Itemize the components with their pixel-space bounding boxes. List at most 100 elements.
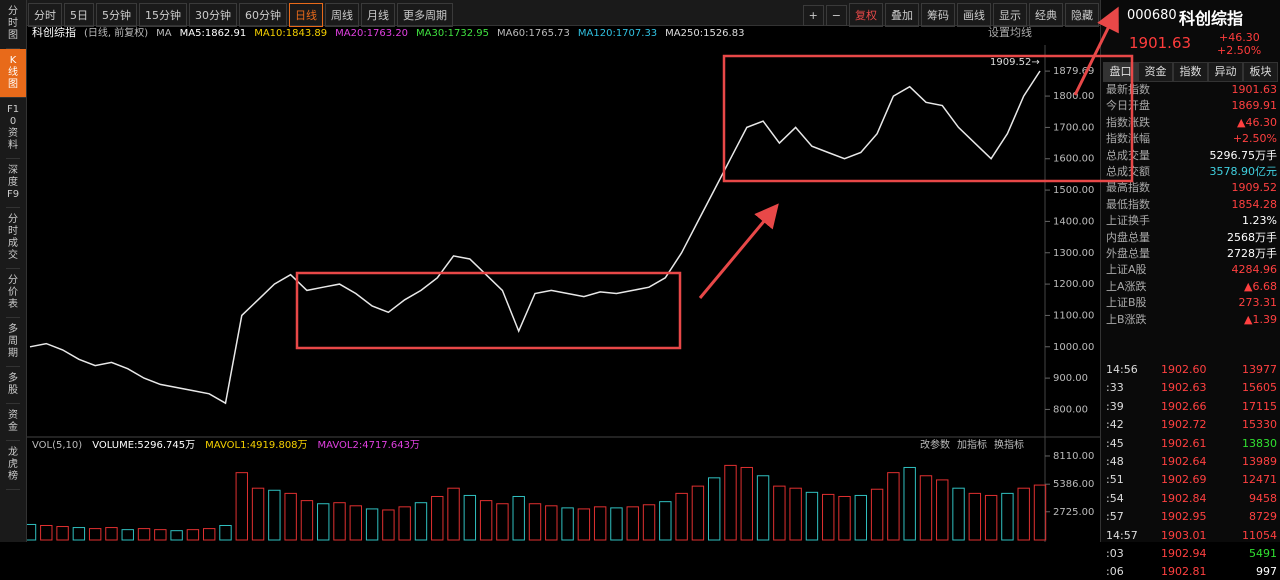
volume-bar bbox=[561, 507, 574, 541]
trade-volume: 9458 bbox=[1249, 491, 1277, 505]
side-tab[interactable]: K线图 bbox=[0, 49, 26, 98]
price-line bbox=[29, 70, 1041, 405]
period-button[interactable]: 日线 bbox=[289, 3, 323, 27]
period-button[interactable]: 5日 bbox=[64, 3, 94, 27]
tool-button[interactable]: + bbox=[802, 5, 824, 26]
volume-bar bbox=[936, 479, 949, 541]
trade-price: 1902.64 bbox=[1161, 455, 1207, 468]
stat-label: 总成交额 bbox=[1106, 165, 1150, 178]
volume-bar bbox=[300, 500, 314, 541]
volume-bar bbox=[333, 502, 346, 541]
stat-row: 上A涨跌 ▲6.68 bbox=[1106, 278, 1277, 295]
trade-price: 1902.60 bbox=[1161, 363, 1207, 376]
panel-tab[interactable]: 资金 bbox=[1138, 62, 1173, 82]
stat-row: 内盘总量 2568万手 bbox=[1106, 229, 1277, 246]
period-button[interactable]: 15分钟 bbox=[139, 3, 187, 27]
trade-volume: 15605 bbox=[1242, 381, 1277, 395]
volume-header: VOLUME:5296.745万 bbox=[92, 440, 195, 451]
tool-button[interactable]: 显示 bbox=[993, 3, 1027, 27]
trade-row: :45 1902.61 13830 bbox=[1106, 435, 1277, 452]
period-button[interactable]: 更多周期 bbox=[397, 3, 453, 27]
volume-bar bbox=[463, 494, 477, 541]
side-tab[interactable]: F10资料 bbox=[6, 98, 20, 159]
tool-button[interactable]: 复权 bbox=[849, 3, 883, 27]
tool-button[interactable]: 经典 bbox=[1029, 3, 1063, 27]
y-tick-label: 1400.00 bbox=[1053, 216, 1094, 227]
period-button[interactable]: 60分钟 bbox=[239, 3, 287, 27]
period-button[interactable]: 分时 bbox=[28, 3, 62, 27]
volume-header: MAVOL1:4919.808万 bbox=[205, 440, 307, 451]
indicator-button[interactable]: 改参数 bbox=[920, 438, 950, 451]
volume-bar bbox=[691, 485, 705, 541]
stat-row: 上证A股 4284.96 bbox=[1106, 261, 1277, 278]
stat-label: 指数涨幅 bbox=[1106, 132, 1150, 146]
stat-label: 内盘总量 bbox=[1106, 230, 1150, 244]
side-tab[interactable]: 多周期 bbox=[6, 318, 20, 367]
stat-value: 4284.96 bbox=[1231, 263, 1278, 277]
trade-price: 1903.01 bbox=[1161, 528, 1207, 542]
indicator-button[interactable]: 换指标 bbox=[994, 438, 1024, 451]
trade-time: :54 bbox=[1106, 491, 1124, 505]
period-button[interactable]: 周线 bbox=[325, 3, 359, 27]
panel-tab[interactable]: 板块 bbox=[1243, 62, 1278, 82]
volume-bar bbox=[496, 503, 509, 541]
volume-bar bbox=[659, 501, 672, 541]
volume-bar bbox=[854, 494, 868, 541]
panel-tab[interactable]: 异动 bbox=[1208, 62, 1243, 82]
side-tab[interactable]: 多股 bbox=[6, 367, 20, 404]
panel-tab[interactable]: 指数 bbox=[1173, 62, 1208, 82]
volume-bar bbox=[72, 527, 86, 541]
volume-bar bbox=[268, 489, 281, 541]
stat-label: 最低指数 bbox=[1106, 197, 1150, 211]
tool-button[interactable]: 筹码 bbox=[921, 3, 955, 27]
stat-value: ▲1.39 bbox=[1244, 312, 1277, 326]
trade-row: :54 1902.84 9458 bbox=[1106, 490, 1277, 507]
chart: 科创综指 (日线, 前复权) MA MA5:1862.91 MA10:1843.89 MA… bbox=[23, 25, 1100, 542]
stat-label: 外盘总量 bbox=[1106, 247, 1150, 260]
side-tab[interactable]: 分价表 bbox=[6, 269, 20, 318]
header-text: MA20:1763.20 bbox=[335, 28, 408, 39]
stat-label: 今日开盘 bbox=[1106, 99, 1150, 113]
panel-tab[interactable]: 盘口 bbox=[1103, 62, 1138, 82]
volume-bar bbox=[105, 527, 118, 541]
volume-header: MAVOL2:4717.643万 bbox=[318, 440, 420, 451]
header-text: MA bbox=[156, 28, 172, 39]
tool-button[interactable]: 叠加 bbox=[885, 3, 919, 27]
period-button[interactable]: 5分钟 bbox=[96, 3, 137, 27]
stat-row: 总成交量 5296.75万手 bbox=[1106, 147, 1277, 164]
quote-panel: 000680 科创综指 1901.63 +46.30 +2.50% 盘口 资金 指数 异动 板块最… bbox=[1100, 0, 1280, 578]
volume-bar bbox=[952, 487, 965, 541]
y-tick-label: 1500.00 bbox=[1053, 185, 1094, 196]
trade-volume: 12471 bbox=[1242, 473, 1277, 487]
indicator-button[interactable]: 加指标 bbox=[957, 438, 987, 451]
tool-button[interactable]: 画线 bbox=[957, 3, 991, 27]
volume-bar bbox=[626, 506, 639, 541]
stat-label: 总成交量 bbox=[1106, 148, 1150, 162]
y-tick-label: 2725.00 bbox=[1053, 507, 1094, 518]
trade-volume: 8729 bbox=[1249, 510, 1277, 524]
trade-price: 1902.72 bbox=[1161, 418, 1207, 432]
volume-bar bbox=[870, 488, 884, 541]
volume-bar bbox=[642, 504, 656, 541]
volume-bar bbox=[887, 472, 900, 541]
side-tab[interactable]: 分时成交 bbox=[6, 208, 20, 269]
period-button[interactable]: 月线 bbox=[361, 3, 395, 27]
side-tab[interactable]: 分时图 bbox=[6, 0, 20, 49]
ma-settings: 设置均线 bbox=[988, 25, 1032, 39]
trade-time: :06 bbox=[1106, 565, 1124, 579]
volume-bar bbox=[773, 485, 786, 541]
tool-button[interactable]: − bbox=[825, 5, 847, 26]
stat-value: 3578.90亿元 bbox=[1209, 165, 1278, 178]
volume-bar bbox=[1001, 492, 1014, 541]
side-tab[interactable]: 龙虎榜 bbox=[6, 441, 20, 490]
trade-time: :03 bbox=[1106, 547, 1124, 560]
trade-price: 1902.81 bbox=[1161, 565, 1207, 579]
stat-label: 上证换手 bbox=[1106, 214, 1150, 228]
period-button[interactable]: 30分钟 bbox=[189, 3, 237, 27]
side-tab[interactable]: 深度F9 bbox=[6, 159, 20, 208]
stat-value: ▲6.68 bbox=[1244, 279, 1277, 293]
trade-volume: 11054 bbox=[1242, 528, 1277, 542]
side-tab[interactable]: 资金 bbox=[6, 404, 20, 441]
trade-time: :57 bbox=[1106, 510, 1124, 524]
tool-button[interactable]: 隐藏 bbox=[1065, 3, 1099, 27]
